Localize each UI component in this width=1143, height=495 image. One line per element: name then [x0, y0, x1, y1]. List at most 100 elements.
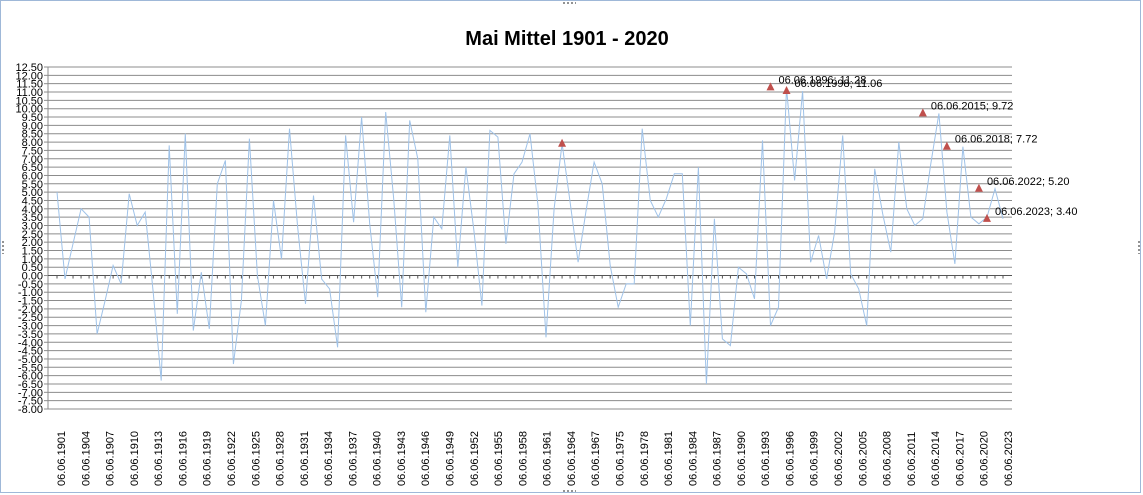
y-tick-label: 10.50 [15, 95, 43, 107]
x-tick-label: 06.06.2002 [833, 431, 845, 486]
x-tick-label: 06.06.1981 [663, 431, 675, 486]
resize-handle-bottom[interactable] [562, 489, 576, 493]
x-tick-label: 06.06.1907 [105, 431, 117, 486]
y-tick-label: 0.50 [22, 262, 43, 274]
x-tick-label: 06.06.1999 [809, 431, 821, 486]
data-marker [766, 82, 775, 91]
x-tick-label: 06.06.1910 [129, 431, 141, 486]
y-tick-label: 8.50 [22, 129, 43, 141]
chart-title: Mai Mittel 1901 - 2020 [465, 28, 668, 50]
data-marker [942, 141, 951, 150]
y-tick-label: -7.50 [18, 396, 43, 408]
y-tick-label: 3.50 [22, 212, 43, 224]
data-marker [558, 138, 567, 147]
data-label: 06.06.2022; 5.20 [987, 176, 1070, 188]
x-tick-label: 06.06.2014 [930, 431, 942, 486]
x-tick-label: 06.06.1904 [80, 431, 92, 486]
x-tick-label: 06.06.1984 [687, 431, 699, 486]
data-marker [918, 108, 927, 117]
x-tick-label: 06.06.1931 [299, 431, 311, 486]
x-tick-label: 06.06.1946 [420, 431, 432, 486]
y-tick-label: 11.50 [16, 79, 43, 91]
y-tick-label: 1.50 [22, 246, 43, 258]
y-tick-label: 8.00 [22, 137, 43, 149]
resize-handle-right[interactable] [1137, 240, 1141, 254]
y-tick-label: 5.50 [22, 179, 43, 191]
x-tick-label: 06.06.2017 [954, 431, 966, 486]
x-tick-label: 06.06.1961 [542, 431, 554, 486]
y-tick-label: -1.50 [18, 296, 43, 308]
gridlines [48, 66, 1012, 410]
y-tick-label: 12.50 [15, 62, 43, 74]
x-tick-label: 06.06.1955 [493, 431, 505, 486]
y-tick-label: 9.00 [22, 120, 43, 132]
data-marker [982, 213, 991, 222]
x-tick-label: 06.06.2011 [906, 432, 918, 486]
x-tick-label: 06.06.1967 [590, 431, 602, 486]
y-tick-label: 9.50 [22, 112, 43, 124]
y-tick-label: 10.00 [15, 104, 43, 116]
y-tick-label: 5.00 [22, 187, 43, 199]
x-tick-label: 06.06.1934 [323, 431, 335, 486]
x-tick-label: 06.06.1922 [226, 431, 238, 486]
y-tick-label: 6.00 [22, 170, 43, 182]
x-tick-label: 06.06.1964 [566, 431, 578, 486]
x-tick-label: 06.06.1940 [372, 431, 384, 486]
resize-handle-top[interactable] [562, 1, 576, 5]
data-marker [974, 183, 983, 192]
data-label: 06.06.2018; 7.72 [955, 134, 1038, 146]
x-tick-label: 06.06.1943 [396, 431, 408, 486]
series-line [56, 87, 1004, 385]
y-tick-label: -4.50 [18, 346, 43, 358]
y-tick-label: 7.50 [22, 145, 43, 157]
x-tick-label: 06.06.2005 [857, 431, 869, 486]
y-tick-label: -3.00 [18, 321, 43, 333]
x-tick-label: 06.06.1901 [56, 431, 68, 486]
y-tick-label: -5.50 [18, 362, 43, 374]
y-tick-label: 0.00 [22, 271, 43, 283]
data-label: 06.06.1996; 11.28 [779, 74, 867, 86]
y-tick-label: -5.00 [18, 354, 43, 366]
x-tick-label: 06.06.2023 [1003, 431, 1015, 486]
data-label: 06.06.1998; 11.06 [795, 78, 883, 90]
x-tick-label: 06.06.2008 [882, 431, 894, 486]
y-tick-label: -1.00 [18, 287, 43, 299]
y-tick-label: 3.00 [22, 220, 43, 232]
y-tick-label: -2.00 [18, 304, 43, 316]
x-tick-label: 06.06.1916 [177, 431, 189, 486]
x-tick-label: 06.06.1975 [614, 431, 626, 486]
y-tick-label: 4.50 [22, 195, 43, 207]
x-tick-label: 06.06.1925 [250, 431, 262, 486]
data-marker [782, 86, 791, 95]
y-tick-label: -2.50 [18, 312, 43, 324]
x-tick-label: 06.06.1928 [275, 431, 287, 486]
x-tick-label: 06.06.1987 [712, 431, 724, 486]
x-tick-label: 06.06.1996 [784, 431, 796, 486]
x-tick-label: 06.06.1913 [153, 431, 165, 486]
y-tick-label: -6.00 [18, 371, 43, 383]
x-tick-label: 06.06.1978 [639, 431, 651, 486]
y-tick-label: 2.50 [22, 229, 43, 241]
y-tick-label: -0.50 [18, 279, 43, 291]
y-tick-label: -8.00 [18, 404, 43, 416]
data-label: 06.06.2023; 3.40 [995, 206, 1078, 218]
y-tick-label: -7.00 [18, 387, 43, 399]
data-label: 06.06.2015; 9.72 [931, 100, 1014, 112]
y-tick-label: 11.00 [16, 87, 43, 99]
y-tick-label: 1.00 [22, 254, 43, 266]
y-tick-label: -4.00 [18, 337, 43, 349]
y-tick-label: 6.50 [22, 162, 43, 174]
x-tick-label: 06.06.1952 [469, 431, 481, 486]
x-tick-label: 06.06.1990 [736, 431, 748, 486]
y-tick-label: 12.00 [15, 70, 43, 82]
y-tick-label: 2.00 [22, 237, 43, 249]
resize-handle-left[interactable] [1, 240, 5, 254]
x-tick-label: 06.06.1919 [202, 431, 214, 486]
y-axis: -8.00-7.50-7.00-6.50-6.00-5.50-5.00-4.50… [15, 62, 49, 416]
y-tick-label: 7.00 [22, 154, 43, 166]
y-tick-label: -6.50 [18, 379, 43, 391]
x-tick-label: 06.06.1993 [760, 431, 772, 486]
y-tick-label: 4.00 [22, 204, 43, 216]
